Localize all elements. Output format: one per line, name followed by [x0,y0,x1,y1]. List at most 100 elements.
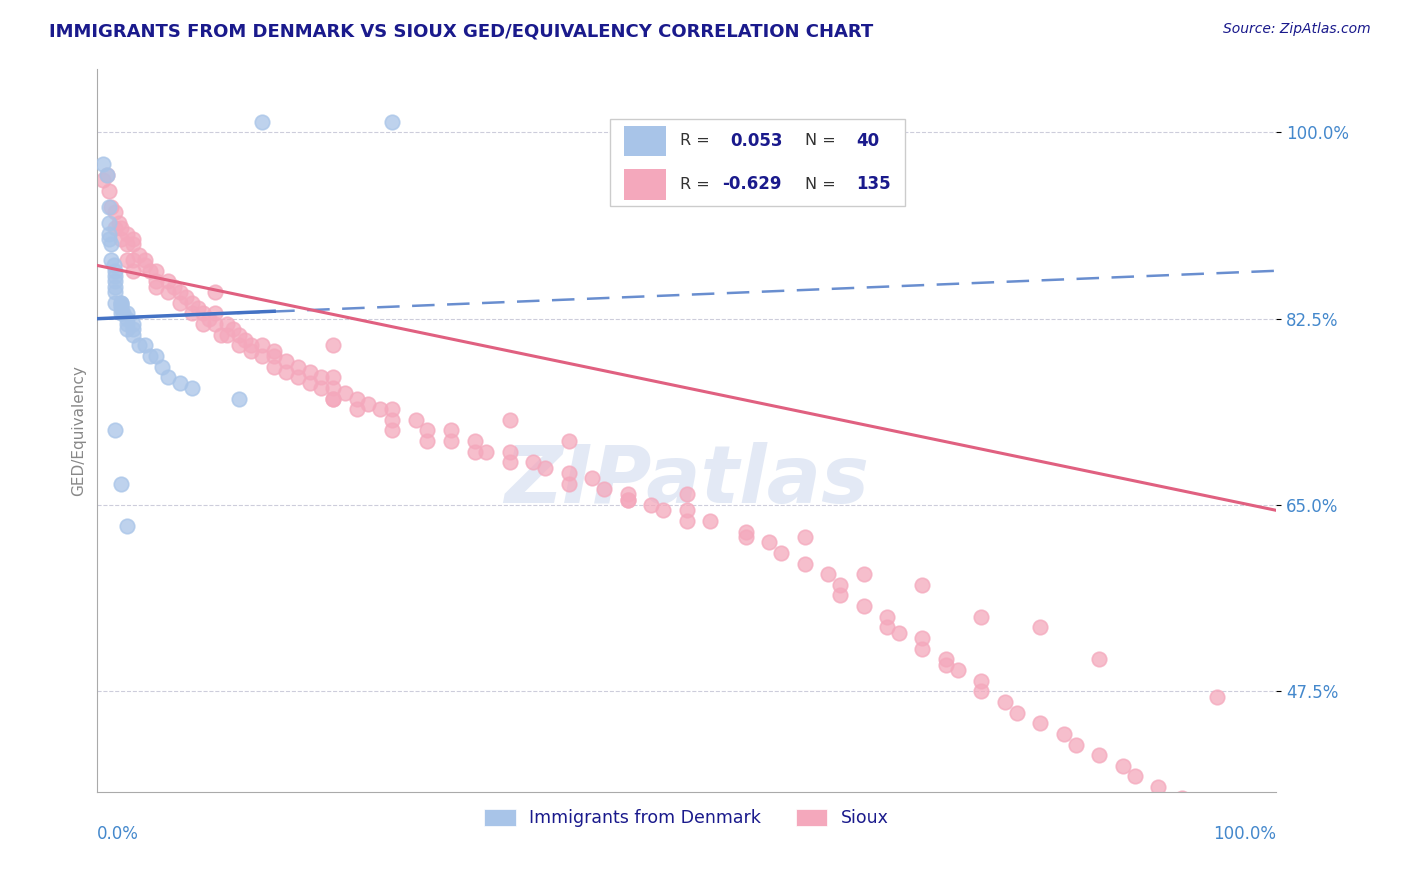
Point [115,311,138,326]
Text: 135: 135 [856,176,891,194]
Point [758,535,780,549]
Point [193,306,215,320]
Point [193,317,215,331]
Point [263,359,285,374]
Point [222,322,245,336]
Point [274,365,297,379]
Point [134,253,156,268]
Point [112,306,135,320]
Text: R =: R = [679,177,710,192]
Point [311,381,333,395]
Point [464,434,486,449]
Point [287,359,309,374]
Point [110,476,132,491]
Point [115,317,138,331]
Text: 0.0%: 0.0% [97,825,139,843]
Point [1265,844,1288,858]
Point [128,248,150,262]
Point [228,392,250,406]
Point [1147,780,1170,794]
Point [233,333,256,347]
Point [98,227,121,241]
Point [96,168,118,182]
Y-axis label: GED/Equivalency: GED/Equivalency [72,365,86,496]
Text: -0.629: -0.629 [723,176,782,194]
Point [970,673,993,688]
Point [157,275,180,289]
Point [263,343,285,358]
Point [593,482,616,496]
Point [298,376,321,390]
Point [180,381,202,395]
Point [499,444,522,458]
Point [239,343,262,358]
Point [110,295,132,310]
FancyBboxPatch shape [610,120,905,206]
Text: IMMIGRANTS FROM DENMARK VS SIOUX GED/EQUIVALENCY CORRELATION CHART: IMMIGRANTS FROM DENMARK VS SIOUX GED/EQU… [49,22,873,40]
Point [935,657,957,672]
Point [876,620,898,634]
Point [1171,790,1194,805]
Point [98,216,121,230]
Point [1112,759,1135,773]
Point [121,327,143,342]
Point [887,625,910,640]
Point [121,264,143,278]
Point [145,279,167,293]
Point [121,322,143,336]
Point [121,237,143,252]
Point [1206,690,1229,704]
Point [381,114,404,128]
Point [239,338,262,352]
Point [1206,812,1229,826]
Point [381,413,404,427]
Point [96,168,118,182]
Point [107,216,129,230]
Point [274,354,297,368]
Point [617,492,640,507]
Point [734,524,756,539]
Point [134,338,156,352]
Point [581,471,603,485]
Point [104,285,127,299]
Point [115,253,138,268]
Point [91,157,114,171]
Point [499,455,522,469]
Text: R =: R = [679,134,710,148]
Point [322,392,344,406]
Point [440,434,463,449]
Point [416,424,439,438]
Point [1229,822,1251,837]
Point [1123,769,1146,783]
Text: 40: 40 [856,132,880,150]
Point [333,386,356,401]
Point [180,295,202,310]
Point [911,641,934,656]
Point [115,519,138,533]
Point [405,413,427,427]
Point [115,322,138,336]
Point [169,295,191,310]
Point [104,264,127,278]
Point [793,530,815,544]
Point [145,275,167,289]
Point [298,365,321,379]
Legend: Immigrants from Denmark, Sioux: Immigrants from Denmark, Sioux [478,802,896,834]
Point [970,609,993,624]
Point [852,599,875,614]
Point [1088,652,1111,666]
Point [652,503,675,517]
Text: 0.053: 0.053 [730,132,783,150]
Point [91,173,114,187]
Point [1241,833,1264,847]
Point [139,349,162,363]
Text: N =: N = [804,134,835,148]
Point [215,317,238,331]
Point [994,695,1017,709]
Point [322,381,344,395]
Point [534,460,557,475]
Point [357,397,380,411]
Point [110,306,132,320]
Point [817,567,839,582]
Point [110,295,132,310]
